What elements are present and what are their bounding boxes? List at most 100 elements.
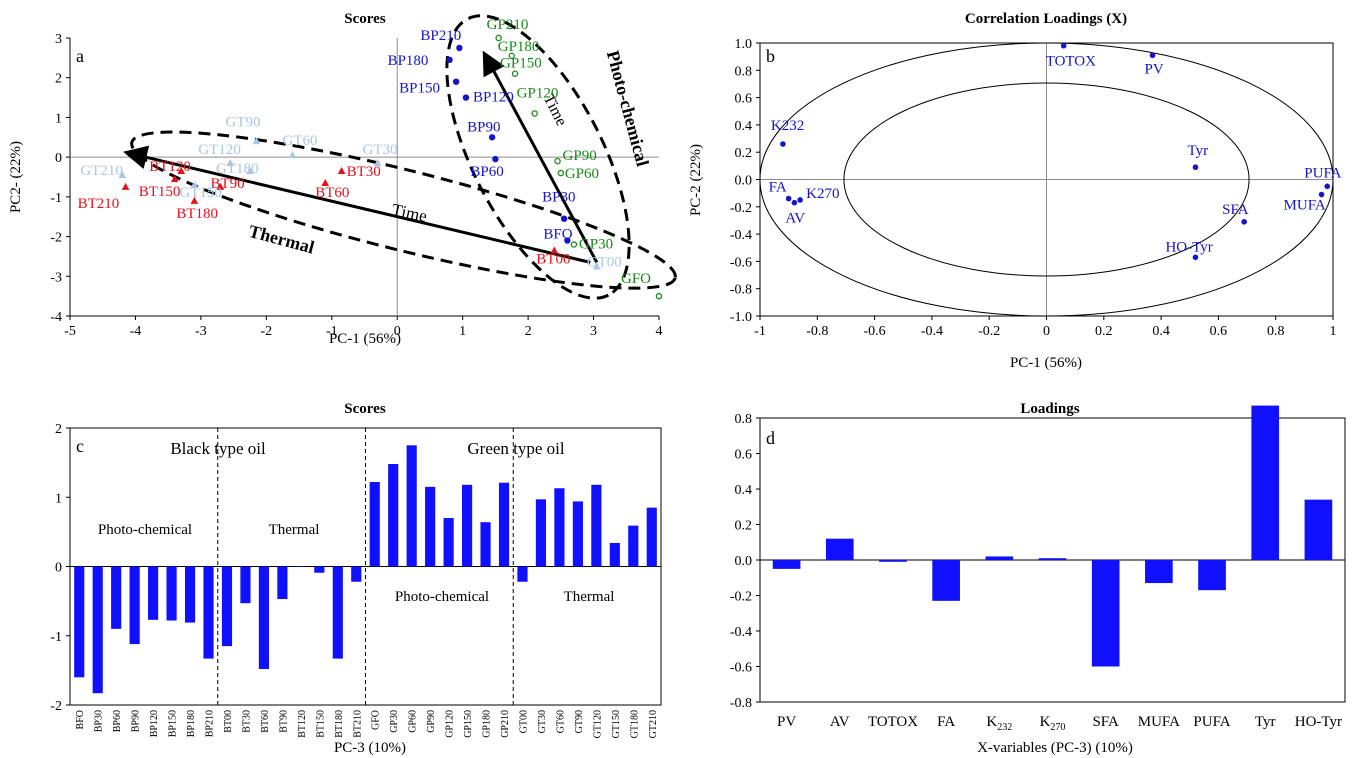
- panel-b-point-label: SFA: [1222, 202, 1249, 218]
- panel-c-black-type-label: Black type oil: [170, 439, 266, 458]
- panel-d-bar: [1251, 405, 1280, 560]
- panel-d-y-tick-label: 0.8: [735, 412, 753, 427]
- panel-c-title: Scores: [344, 401, 386, 417]
- panel-c-bar: [74, 566, 85, 678]
- panel-c-category-label: BT180: [334, 710, 345, 738]
- panel-a-x-tick-label: 4: [656, 324, 663, 339]
- panel-b-y-tick-label: 0.6: [735, 92, 753, 107]
- panel-d-category-main: K: [986, 714, 997, 730]
- panel-b-y-tick-label: -1.0: [730, 310, 752, 325]
- panel-c-bar: [184, 566, 196, 623]
- panel-b-point: [1060, 42, 1067, 49]
- panel-a-point-label: BT00: [536, 251, 570, 267]
- panel-c-category-label: BFO: [75, 710, 86, 729]
- panel-b-point: [785, 195, 792, 202]
- panel-b-y-tick-label: 0.0: [735, 174, 753, 189]
- panel-a-point: [456, 44, 463, 52]
- panel-c-bar: [591, 484, 602, 567]
- panel-a-point: [511, 70, 519, 77]
- panel-a-point: [246, 167, 254, 175]
- panel-c-bar: [258, 566, 270, 669]
- panel-d-category-label: K270: [1040, 714, 1066, 733]
- panel-d-y-tick-label: -0.2: [730, 590, 752, 605]
- panel-b-y-tick-label: -0.4: [730, 228, 752, 243]
- panel-a-point: [121, 182, 130, 190]
- panel-b-point: [1324, 183, 1331, 190]
- panel-a-point-label: BT90: [211, 176, 245, 192]
- panel-b-y-tick-label: 0.8: [735, 64, 753, 79]
- panel-c-bar: [129, 566, 140, 645]
- panel-d-y-tick-label: -0.6: [730, 661, 752, 676]
- panel-c-thermal-left-label: Thermal: [269, 522, 320, 538]
- panel-b-point: [791, 199, 798, 206]
- panel-d-bar: [1304, 499, 1333, 560]
- panel-b-point-label: AV: [785, 211, 805, 227]
- panel-a-x-tick-label: 3: [590, 324, 597, 339]
- panel-a-point: [252, 137, 261, 145]
- panel-d-bar: [879, 560, 907, 562]
- panel-b-x-tick-label: -1: [754, 324, 766, 339]
- panel-c-x-label: PC-3 (10%): [334, 740, 406, 756]
- panel-c-category-label: GT150: [611, 710, 622, 738]
- panel-c-category-label: GT90: [574, 710, 585, 733]
- panel-d-y-tick-label: 0.4: [735, 483, 753, 498]
- panel-a-point-label: GP180: [498, 39, 540, 55]
- panel-a-point-label: GT60: [283, 133, 318, 149]
- panel-c-category-label: GP90: [426, 710, 437, 733]
- panel-a-photo-annotation: Photo-chemical: [603, 48, 653, 168]
- panel-c-category-label: BP210: [205, 710, 216, 737]
- panel-a-x-tick-label: 1: [459, 324, 466, 339]
- panel-d-category-sub: 270: [1050, 722, 1065, 733]
- panel-b-x-tick-label: -0.2: [978, 324, 1000, 339]
- panel-a-point-label: BT150: [139, 184, 181, 200]
- panel-c-bar: [240, 566, 251, 604]
- panel-b-point: [1149, 52, 1156, 59]
- panel-b-x-tick-label: 0.4: [1152, 324, 1170, 339]
- panel-c-bar: [111, 566, 122, 629]
- panel-b-point-label: FA: [769, 180, 787, 196]
- panel-c-bar: [221, 566, 233, 647]
- panel-b-point-label: PV: [1145, 61, 1164, 77]
- panel-a-y-tick-label: 2: [55, 72, 62, 87]
- panel-c-bar: [646, 507, 657, 567]
- panel-b-y-tick-label: -0.6: [730, 255, 752, 270]
- panel-a-point: [452, 78, 460, 85]
- panel-c-y-tick-label: -2: [50, 699, 62, 714]
- panel-b-point-label: K270: [806, 186, 839, 202]
- panel-c-bar: [295, 566, 306, 567]
- panel-a-point: [495, 34, 502, 42]
- panel-a-point: [337, 167, 346, 175]
- panel-b-point-label: Tyr: [1187, 143, 1208, 159]
- panel-d-bar: [1091, 560, 1120, 667]
- panel-a-y-tick-label: -4: [50, 310, 62, 325]
- panel-d-y-tick-label: 0.2: [735, 519, 753, 534]
- panel-a-point-label: GP30: [579, 237, 613, 253]
- panel-a-point-label: GP90: [563, 148, 597, 164]
- panel-a-point-label: GT150: [179, 185, 222, 201]
- panel-a-point: [557, 169, 565, 177]
- panel-a-x-tick-label: -5: [64, 324, 76, 339]
- panel-c-category-label: GT120: [592, 710, 603, 738]
- panel-c-bar: [351, 566, 362, 582]
- panel-d-bar: [1038, 558, 1067, 560]
- panel-a-x-tick-label: 0: [394, 324, 401, 339]
- panel-a-point: [508, 52, 515, 60]
- panel-a-y-tick-label: -1: [50, 191, 62, 206]
- panel-d-category-main: MUFA: [1138, 714, 1180, 730]
- panel-c-category-label: GT30: [537, 710, 548, 733]
- panel-c-category-label: GFO: [371, 710, 382, 730]
- panel-d-category-main: K: [1040, 714, 1051, 730]
- panel-c-category-label: BP120: [149, 710, 160, 737]
- panel-a-point: [226, 159, 235, 167]
- panel-a-point-label: GT180: [216, 161, 259, 177]
- panel-a-point: [170, 174, 179, 182]
- panel-a-point: [550, 246, 559, 254]
- panel-c-category-label: GT180: [629, 710, 640, 738]
- panel-a-point-label: BP180: [388, 53, 429, 69]
- panel-d-bar: [1145, 560, 1173, 584]
- panel-c-category-label: GP30: [389, 710, 400, 733]
- panel-a-time-label-thermal: Time: [390, 200, 428, 226]
- panel-d-category-label: PUFA: [1193, 714, 1230, 730]
- panel-b-point-label: K232: [771, 118, 804, 134]
- panel-a-photo-arrow: [482, 50, 599, 264]
